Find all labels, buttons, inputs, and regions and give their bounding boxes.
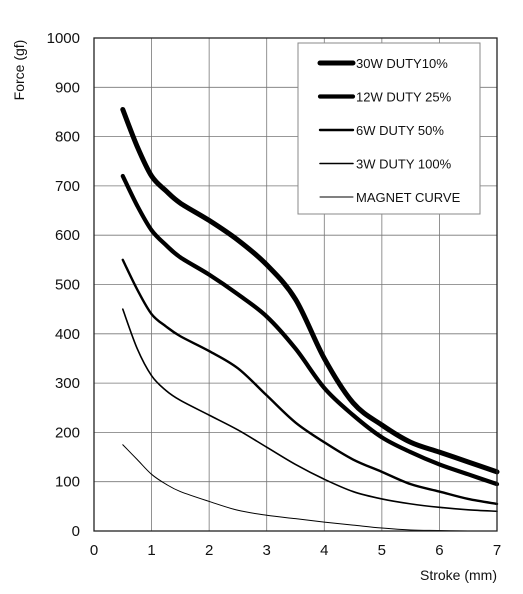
- y-tick-label: 0: [72, 523, 80, 540]
- y-tick-label: 600: [55, 227, 80, 244]
- y-tick-label: 200: [55, 424, 80, 441]
- x-axis-label: Stroke (mm): [420, 567, 497, 583]
- series-lines: [120, 106, 500, 532]
- y-tick-label: 1000: [47, 30, 80, 47]
- y-axis-label: Force (gf): [11, 40, 27, 101]
- tick-labels: 0 1 2 3 4 5 6 7 0 100 200 300 400 500 600 700 800 900 1000: [47, 30, 502, 559]
- series-line-1: [120, 106, 500, 475]
- legend-label-4: 3W DUTY 100%: [356, 157, 452, 172]
- plot-frame: [93, 37, 498, 532]
- y-tick-label: 400: [55, 326, 80, 343]
- legend: 30W DUTY10% 12W DUTY 25% 6W DUTY 50% 3W DUT…: [297, 42, 481, 215]
- legend-label-5: MAGNET CURVE: [356, 190, 461, 205]
- y-tick-label: 900: [55, 79, 80, 96]
- y-tick-label: 100: [55, 474, 80, 491]
- x-tick-label: 1: [147, 542, 155, 559]
- series-line-3: [121, 258, 499, 506]
- x-tick-label: 5: [378, 542, 386, 559]
- y-tick-label: 800: [55, 129, 80, 146]
- legend-box: [297, 42, 481, 215]
- legend-label-3: 6W DUTY 50%: [356, 123, 444, 138]
- x-tick-label: 0: [90, 542, 98, 559]
- x-tick-label: 6: [435, 542, 443, 559]
- x-tick-label: 2: [205, 542, 213, 559]
- series-line-5: [122, 444, 469, 532]
- series-line-4: [121, 308, 498, 513]
- legend-label-1: 30W DUTY10%: [356, 56, 448, 71]
- legend-label-2: 12W DUTY 25%: [356, 90, 452, 105]
- x-tick-label: 3: [263, 542, 271, 559]
- y-tick-label: 300: [55, 375, 80, 392]
- y-tick-label: 700: [55, 178, 80, 195]
- x-tick-label: 4: [320, 542, 328, 559]
- series-line-2: [120, 173, 500, 487]
- y-tick-label: 500: [55, 277, 80, 294]
- x-tick-label: 7: [493, 542, 501, 559]
